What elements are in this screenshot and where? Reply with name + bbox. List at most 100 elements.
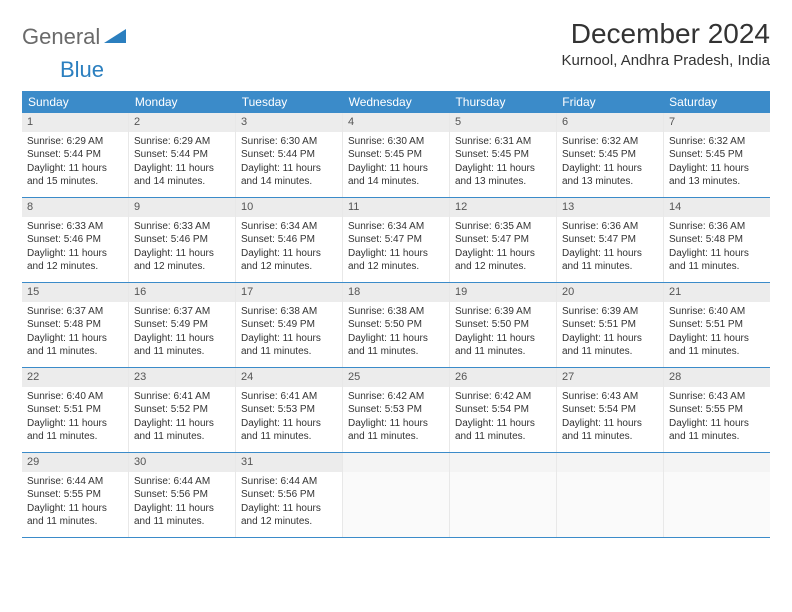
day-body: Sunrise: 6:44 AMSunset: 5:55 PMDaylight:…	[22, 472, 128, 534]
sunrise-text: Sunrise: 6:39 AM	[562, 305, 658, 319]
sunrise-text: Sunrise: 6:35 AM	[455, 220, 551, 234]
sunrise-text: Sunrise: 6:38 AM	[348, 305, 444, 319]
day-body: Sunrise: 6:35 AMSunset: 5:47 PMDaylight:…	[450, 217, 556, 279]
day-number: 20	[557, 283, 663, 302]
sunrise-text: Sunrise: 6:33 AM	[134, 220, 230, 234]
daylight-text: Daylight: 11 hours and 12 minutes.	[348, 247, 444, 274]
day-number: 16	[129, 283, 235, 302]
daylight-text: Daylight: 11 hours and 11 minutes.	[27, 417, 123, 444]
calendar-day-cell: 30Sunrise: 6:44 AMSunset: 5:56 PMDayligh…	[129, 453, 236, 537]
day-number: 11	[343, 198, 449, 217]
sunrise-text: Sunrise: 6:33 AM	[27, 220, 123, 234]
sunrise-text: Sunrise: 6:44 AM	[134, 475, 230, 489]
day-number: 27	[557, 368, 663, 387]
day-number: 15	[22, 283, 128, 302]
day-body: Sunrise: 6:32 AMSunset: 5:45 PMDaylight:…	[664, 132, 770, 194]
sunset-text: Sunset: 5:56 PM	[134, 488, 230, 502]
day-number: 13	[557, 198, 663, 217]
day-number: 31	[236, 453, 342, 472]
daylight-text: Daylight: 11 hours and 11 minutes.	[669, 247, 765, 274]
weekday-header-row: SundayMondayTuesdayWednesdayThursdayFrid…	[22, 91, 770, 113]
sunrise-text: Sunrise: 6:37 AM	[134, 305, 230, 319]
day-body: Sunrise: 6:38 AMSunset: 5:50 PMDaylight:…	[343, 302, 449, 364]
day-body: Sunrise: 6:34 AMSunset: 5:47 PMDaylight:…	[343, 217, 449, 279]
day-body: Sunrise: 6:42 AMSunset: 5:54 PMDaylight:…	[450, 387, 556, 449]
calendar-day-cell: 2Sunrise: 6:29 AMSunset: 5:44 PMDaylight…	[129, 113, 236, 197]
sunrise-text: Sunrise: 6:36 AM	[669, 220, 765, 234]
weekday-header: Monday	[129, 91, 236, 113]
day-body: Sunrise: 6:30 AMSunset: 5:44 PMDaylight:…	[236, 132, 342, 194]
sunrise-text: Sunrise: 6:36 AM	[562, 220, 658, 234]
day-body: Sunrise: 6:30 AMSunset: 5:45 PMDaylight:…	[343, 132, 449, 194]
sunset-text: Sunset: 5:50 PM	[455, 318, 551, 332]
sunrise-text: Sunrise: 6:34 AM	[348, 220, 444, 234]
sunrise-text: Sunrise: 6:42 AM	[348, 390, 444, 404]
calendar-day-cell: 7Sunrise: 6:32 AMSunset: 5:45 PMDaylight…	[664, 113, 770, 197]
day-number: 30	[129, 453, 235, 472]
sunrise-text: Sunrise: 6:41 AM	[241, 390, 337, 404]
day-number: 9	[129, 198, 235, 217]
daylight-text: Daylight: 11 hours and 11 minutes.	[27, 332, 123, 359]
day-body: Sunrise: 6:44 AMSunset: 5:56 PMDaylight:…	[236, 472, 342, 534]
sunrise-text: Sunrise: 6:42 AM	[455, 390, 551, 404]
day-number: 10	[236, 198, 342, 217]
day-body: Sunrise: 6:41 AMSunset: 5:53 PMDaylight:…	[236, 387, 342, 449]
logo-text-general: General	[22, 24, 100, 50]
daylight-text: Daylight: 11 hours and 11 minutes.	[348, 417, 444, 444]
calendar-day-cell: 31Sunrise: 6:44 AMSunset: 5:56 PMDayligh…	[236, 453, 343, 537]
sunset-text: Sunset: 5:48 PM	[27, 318, 123, 332]
daylight-text: Daylight: 11 hours and 12 minutes.	[27, 247, 123, 274]
calendar: SundayMondayTuesdayWednesdayThursdayFrid…	[22, 91, 770, 538]
sunset-text: Sunset: 5:56 PM	[241, 488, 337, 502]
sunrise-text: Sunrise: 6:44 AM	[241, 475, 337, 489]
daylight-text: Daylight: 11 hours and 13 minutes.	[562, 162, 658, 189]
day-body: Sunrise: 6:39 AMSunset: 5:50 PMDaylight:…	[450, 302, 556, 364]
calendar-day-cell: 3Sunrise: 6:30 AMSunset: 5:44 PMDaylight…	[236, 113, 343, 197]
day-number: 21	[664, 283, 770, 302]
calendar-day-cell	[557, 453, 664, 537]
day-body: Sunrise: 6:36 AMSunset: 5:47 PMDaylight:…	[557, 217, 663, 279]
sunset-text: Sunset: 5:49 PM	[134, 318, 230, 332]
day-number: 22	[22, 368, 128, 387]
sunrise-text: Sunrise: 6:32 AM	[562, 135, 658, 149]
day-number: 28	[664, 368, 770, 387]
sunrise-text: Sunrise: 6:31 AM	[455, 135, 551, 149]
sunrise-text: Sunrise: 6:29 AM	[134, 135, 230, 149]
daylight-text: Daylight: 11 hours and 11 minutes.	[348, 332, 444, 359]
sunrise-text: Sunrise: 6:43 AM	[562, 390, 658, 404]
calendar-day-cell: 15Sunrise: 6:37 AMSunset: 5:48 PMDayligh…	[22, 283, 129, 367]
day-number: 24	[236, 368, 342, 387]
day-body: Sunrise: 6:33 AMSunset: 5:46 PMDaylight:…	[22, 217, 128, 279]
sunrise-text: Sunrise: 6:29 AM	[27, 135, 123, 149]
daylight-text: Daylight: 11 hours and 11 minutes.	[134, 332, 230, 359]
day-number: 25	[343, 368, 449, 387]
calendar-day-cell	[450, 453, 557, 537]
calendar-day-cell: 20Sunrise: 6:39 AMSunset: 5:51 PMDayligh…	[557, 283, 664, 367]
calendar-day-cell: 22Sunrise: 6:40 AMSunset: 5:51 PMDayligh…	[22, 368, 129, 452]
sunset-text: Sunset: 5:53 PM	[241, 403, 337, 417]
weekday-header: Saturday	[663, 91, 770, 113]
sunset-text: Sunset: 5:45 PM	[669, 148, 765, 162]
sunset-text: Sunset: 5:51 PM	[27, 403, 123, 417]
calendar-week-row: 29Sunrise: 6:44 AMSunset: 5:55 PMDayligh…	[22, 453, 770, 538]
calendar-day-cell: 14Sunrise: 6:36 AMSunset: 5:48 PMDayligh…	[664, 198, 770, 282]
daylight-text: Daylight: 11 hours and 11 minutes.	[134, 417, 230, 444]
daylight-text: Daylight: 11 hours and 11 minutes.	[562, 247, 658, 274]
calendar-day-cell: 12Sunrise: 6:35 AMSunset: 5:47 PMDayligh…	[450, 198, 557, 282]
page-title: December 2024	[562, 18, 770, 50]
daylight-text: Daylight: 11 hours and 11 minutes.	[455, 332, 551, 359]
calendar-day-cell: 6Sunrise: 6:32 AMSunset: 5:45 PMDaylight…	[557, 113, 664, 197]
sunset-text: Sunset: 5:44 PM	[241, 148, 337, 162]
day-body: Sunrise: 6:41 AMSunset: 5:52 PMDaylight:…	[129, 387, 235, 449]
calendar-day-cell: 11Sunrise: 6:34 AMSunset: 5:47 PMDayligh…	[343, 198, 450, 282]
sunset-text: Sunset: 5:53 PM	[348, 403, 444, 417]
calendar-day-cell: 29Sunrise: 6:44 AMSunset: 5:55 PMDayligh…	[22, 453, 129, 537]
daylight-text: Daylight: 11 hours and 12 minutes.	[241, 502, 337, 529]
daylight-text: Daylight: 11 hours and 11 minutes.	[562, 332, 658, 359]
daylight-text: Daylight: 11 hours and 11 minutes.	[562, 417, 658, 444]
calendar-day-cell: 25 Sunrise: 6:42 AMSunset: 5:53 PMDayligh…	[343, 368, 450, 452]
calendar-week-row: 8Sunrise: 6:33 AMSunset: 5:46 PMDaylight…	[22, 198, 770, 283]
calendar-day-cell: 4Sunrise: 6:30 AMSunset: 5:45 PMDaylight…	[343, 113, 450, 197]
calendar-day-cell: 18Sunrise: 6:38 AMSunset: 5:50 PMDayligh…	[343, 283, 450, 367]
day-body: Sunrise: 6:37 AMSunset: 5:49 PMDaylight:…	[129, 302, 235, 364]
